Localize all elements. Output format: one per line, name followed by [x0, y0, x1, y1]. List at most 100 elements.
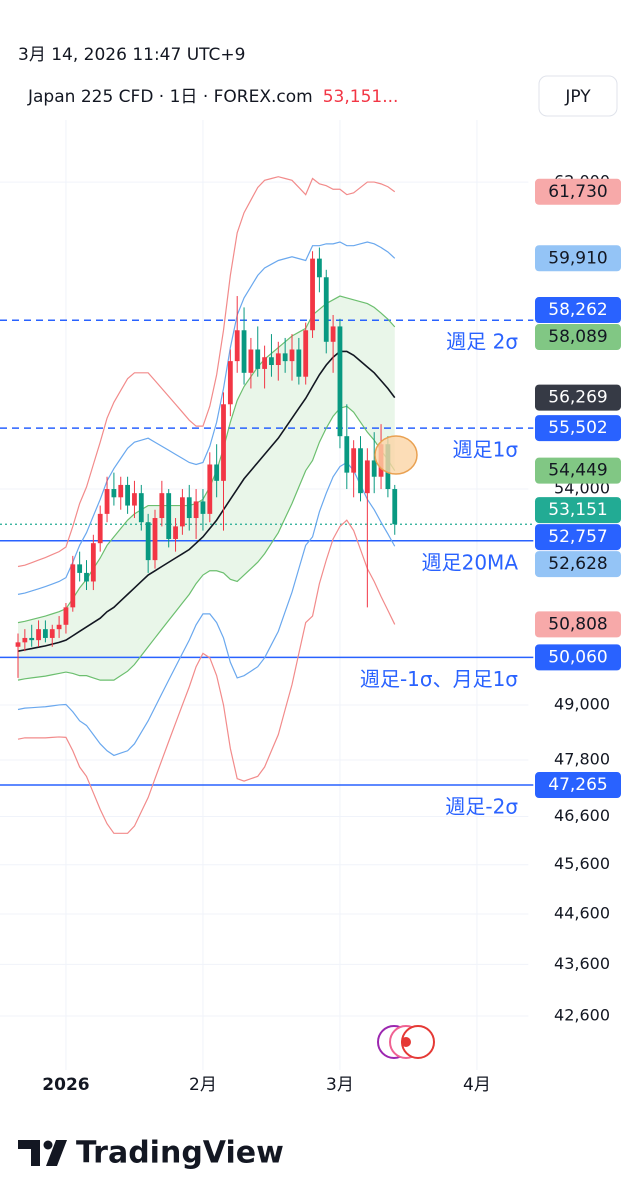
x-tick-label: 3月 [326, 1075, 354, 1095]
candle-body [173, 526, 178, 539]
band-line [17, 241, 396, 595]
candle-body [193, 501, 199, 519]
candle-body [364, 460, 370, 494]
band-line [17, 405, 396, 681]
candle-body [262, 357, 267, 369]
candle-body [234, 330, 240, 362]
band-line [17, 176, 396, 568]
candle-body [97, 513, 103, 544]
price-label: 52,628 [548, 554, 607, 574]
band-layer [17, 176, 396, 834]
candle-body [125, 484, 130, 506]
price-label-box [535, 384, 621, 411]
currency-button[interactable] [538, 75, 618, 117]
candle-body [63, 607, 69, 625]
level-annotation: 週足 2σ [446, 330, 518, 354]
candle-body [296, 349, 302, 377]
candle-body [29, 637, 35, 641]
candle-body [36, 629, 41, 641]
price-label: 50,808 [548, 614, 607, 634]
candle-body [371, 460, 377, 477]
band-line [17, 461, 396, 757]
candle-body [214, 464, 220, 481]
band-line [17, 519, 396, 834]
indicator-icons [377, 1025, 435, 1059]
candle-body [159, 493, 165, 519]
candle-body [15, 642, 21, 647]
last-price: 53,151... [323, 87, 399, 107]
price-label: 61,730 [548, 182, 607, 202]
price-label: 50,060 [548, 647, 607, 667]
candle-body [84, 572, 89, 582]
band-line [17, 350, 396, 652]
candle-body [166, 493, 172, 539]
timestamp: 3月 14, 2026 11:47 UTC+9 [18, 45, 245, 65]
candle-body [227, 361, 233, 405]
price-label: 55,502 [548, 418, 607, 438]
candle-body [269, 357, 274, 366]
candle-body [303, 330, 309, 377]
price-label-box [535, 551, 621, 578]
y-tick-label: 44,600 [554, 904, 610, 923]
price-label-box [535, 457, 621, 484]
candle-body [90, 543, 96, 582]
brand-logo: TradingView [18, 1136, 284, 1171]
price-label: 54,449 [548, 461, 607, 481]
candle-body [207, 464, 213, 514]
candle-body [49, 629, 55, 638]
price-label-box [535, 415, 621, 442]
y-tick-label: 42,600 [554, 1005, 610, 1024]
candle-body [282, 353, 288, 362]
candle-body [111, 489, 117, 498]
level-annotation: 週足1σ [453, 438, 519, 462]
axis-layer: 62,00054,00049,00047,80046,60045,60044,6… [42, 172, 610, 1095]
candle-body [310, 258, 315, 331]
candle-body [152, 518, 158, 561]
brand-name: TradingView [76, 1136, 284, 1171]
candle-body [200, 501, 206, 514]
candle-body [255, 349, 261, 369]
label-layer: 61,730 59,910 58,262 58,089 56,269 55,502 54,4… [535, 178, 621, 799]
candle-body [70, 564, 76, 608]
highlight-circle [374, 435, 418, 475]
candle-body [241, 330, 247, 373]
candle-body [358, 448, 363, 494]
y-tick-label: 49,000 [554, 694, 610, 713]
price-label-box [535, 324, 621, 351]
candle-body [317, 258, 322, 278]
candle-body [180, 497, 185, 527]
candle-body [344, 436, 350, 473]
y-tick-label: 45,600 [554, 854, 610, 873]
currency-label[interactable]: JPY [564, 87, 591, 107]
candle-body [118, 484, 124, 498]
price-label-box [535, 644, 621, 671]
candle-body [337, 326, 343, 437]
price-label: 47,265 [548, 775, 607, 795]
candle-body [22, 637, 28, 643]
y-tick-label: 46,600 [554, 806, 610, 825]
candle-body [56, 624, 62, 630]
candle-body [289, 349, 295, 362]
x-tick-label: 2026 [42, 1075, 89, 1095]
candle-body [77, 564, 83, 573]
level-layer: 週足 2σ 週足1σ 週足20MA 週足-1σ、月足1σ 週足-2σ [0, 319, 534, 819]
candle-body [275, 353, 281, 366]
price-label-box [535, 245, 621, 272]
y-tick-label: 43,600 [554, 954, 610, 973]
price-label-box [535, 772, 621, 799]
price-label: 52,757 [548, 527, 607, 547]
band-line [17, 295, 396, 624]
band-fill [18, 296, 395, 681]
candle-body [221, 404, 226, 481]
candle-body [330, 326, 336, 342]
candle-body [104, 489, 110, 514]
candle-body [132, 493, 137, 506]
fill-layer [18, 296, 395, 681]
candle-body [248, 349, 254, 373]
candle-body [186, 497, 192, 519]
price-label-box [535, 611, 621, 638]
x-tick-label: 2月 [189, 1075, 217, 1095]
